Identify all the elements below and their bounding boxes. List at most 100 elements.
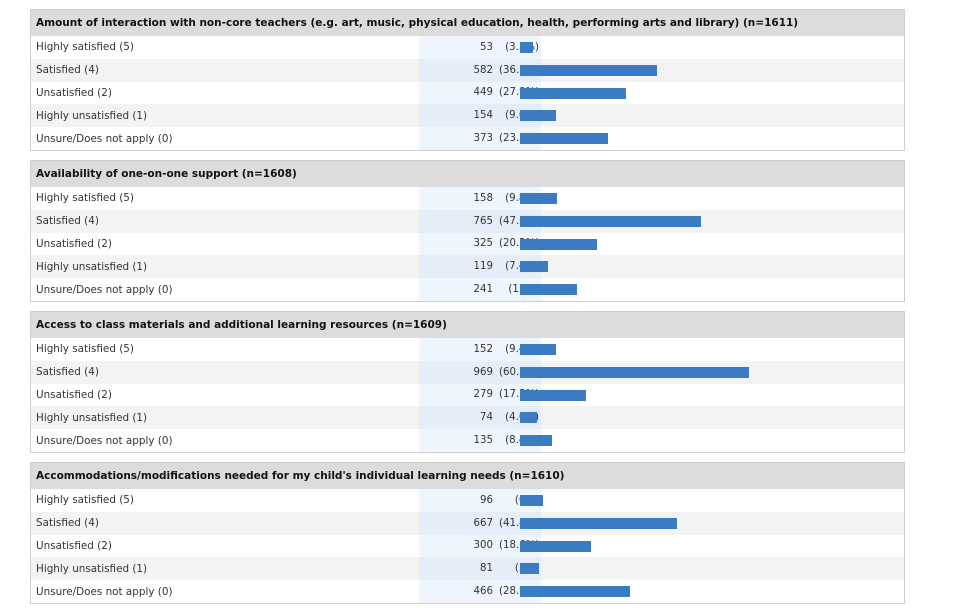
bar-cell	[520, 557, 904, 580]
value-cell: 373 (23.2%)	[419, 127, 541, 150]
percent-bar	[520, 133, 608, 145]
response-percent: (47.6%)	[499, 216, 539, 227]
percent-bar	[520, 343, 556, 355]
response-row: Unsure/Does not apply (0) 466 (28.9%)	[31, 580, 904, 603]
percent-bar	[520, 412, 537, 424]
percent-bar	[520, 563, 539, 575]
percent-bar	[520, 110, 556, 122]
response-count: 765	[473, 215, 493, 227]
percent-bar	[520, 192, 557, 204]
response-label: Highly satisfied (5)	[36, 343, 134, 356]
value-cell: 449 (27.9%)	[419, 81, 541, 105]
response-count: 152	[473, 343, 493, 355]
bar-cell	[520, 512, 904, 535]
response-label: Unsatisfied (2)	[36, 237, 112, 250]
bar-cell	[520, 187, 904, 210]
question-title: Availability of one-on-one support (n=16…	[31, 160, 904, 187]
response-count: 96	[480, 494, 493, 506]
bar-cell	[520, 127, 904, 150]
response-label: Highly satisfied (5)	[36, 41, 134, 54]
response-label: Unsure/Does not apply (0)	[36, 434, 173, 447]
percent-bar	[520, 215, 701, 227]
survey-results: Amount of interaction with non-core teac…	[30, 9, 905, 613]
bar-cell	[520, 255, 904, 278]
bar-cell	[520, 384, 904, 407]
response-percent: (20.2%)	[499, 238, 539, 249]
percent-bar	[520, 366, 749, 378]
response-label: Unsure/Does not apply (0)	[36, 283, 173, 296]
response-count: 300	[473, 540, 493, 552]
percent-bar	[520, 540, 591, 552]
response-count: 279	[473, 389, 493, 401]
response-count: 582	[473, 64, 493, 76]
response-label: Highly unsatisfied (1)	[36, 260, 148, 273]
bar-cell	[520, 104, 904, 127]
response-row: Highly satisfied (5)96(6%)	[31, 488, 904, 512]
response-count: 154	[473, 110, 493, 122]
value-cell: 765 (47.6%)	[419, 209, 541, 233]
response-count: 325	[473, 238, 493, 250]
bar-cell	[520, 82, 904, 105]
response-percent: (17.3%)	[499, 389, 539, 400]
response-count: 158	[473, 192, 493, 204]
response-row: Satisfied (4) 765 (47.6%)	[31, 209, 904, 233]
response-label: Unsatisfied (2)	[36, 539, 112, 552]
response-percent: (60.2%)	[499, 367, 539, 378]
response-count: 373	[473, 133, 493, 145]
response-count: 74	[480, 412, 493, 424]
percent-bar	[520, 586, 630, 598]
percent-bar	[520, 261, 548, 273]
response-label: Satisfied (4)	[36, 215, 99, 228]
bar-cell	[520, 278, 904, 301]
value-cell: 969 (60.2%)	[419, 360, 541, 384]
response-percent: (18.6%)	[499, 540, 539, 551]
response-count: 241	[473, 284, 493, 296]
response-count: 81	[480, 563, 493, 575]
value-cell: 667 (41.4%)	[419, 511, 541, 535]
bar-cell	[520, 210, 904, 233]
question-title: Accommodations/modifications needed for …	[31, 462, 904, 489]
response-count: 119	[473, 261, 493, 273]
response-label: Highly unsatisfied (1)	[36, 109, 148, 122]
response-label: Unsatisfied (2)	[36, 388, 112, 401]
bar-cell	[520, 338, 904, 361]
response-label: Highly unsatisfied (1)	[36, 411, 148, 424]
percent-bar	[520, 42, 533, 53]
percent-bar	[520, 435, 552, 447]
bar-cell	[520, 59, 904, 82]
response-count: 449	[473, 87, 493, 99]
value-cell: 300 (18.6%)	[419, 534, 541, 558]
response-row: Satisfied (4) 582 (36.1%)	[31, 58, 904, 82]
response-row: Unsatisfied (2) 300 (18.6%)	[31, 534, 904, 558]
response-count: 53	[480, 41, 493, 53]
response-row: Satisfied (4) 667 (41.4%)	[31, 511, 904, 535]
value-cell: 582 (36.1%)	[419, 58, 541, 82]
response-label: Satisfied (4)	[36, 366, 99, 379]
question-title: Access to class materials and additional…	[31, 311, 904, 338]
bar-cell	[520, 406, 904, 429]
question-block: Access to class materials and additional…	[30, 310, 905, 453]
response-row: Highly satisfied (5)158(9.8%)	[31, 186, 904, 210]
bar-cell	[520, 429, 904, 452]
percent-bar	[520, 389, 586, 401]
response-label: Unsure/Does not apply (0)	[36, 132, 173, 145]
response-percent: (23.2%)	[499, 133, 539, 144]
response-row: Unsure/Does not apply (0)135(8.4%)	[31, 429, 904, 452]
percent-bar	[520, 238, 597, 250]
percent-bar	[520, 64, 657, 76]
response-percent: (36.1%)	[499, 65, 539, 76]
response-label: Satisfied (4)	[36, 64, 99, 77]
response-count: 667	[473, 517, 493, 529]
response-row: Unsatisfied (2) 279 (17.3%)	[31, 383, 904, 407]
question-block: Amount of interaction with non-core teac…	[30, 9, 905, 151]
response-row: Unsure/Does not apply (0)241(15%)	[31, 278, 904, 301]
question-title: Amount of interaction with non-core teac…	[31, 10, 904, 36]
bar-cell	[520, 535, 904, 558]
response-count: 466	[473, 586, 493, 598]
percent-bar	[520, 494, 543, 506]
bar-cell	[520, 580, 904, 603]
response-row: Highly satisfied (5)53(3.3%)	[31, 36, 904, 59]
response-row: Highly satisfied (5)152(9.4%)	[31, 337, 904, 361]
bar-cell	[520, 489, 904, 512]
response-row: Highly unsatisfied (1)154(9.6%)	[31, 104, 904, 128]
